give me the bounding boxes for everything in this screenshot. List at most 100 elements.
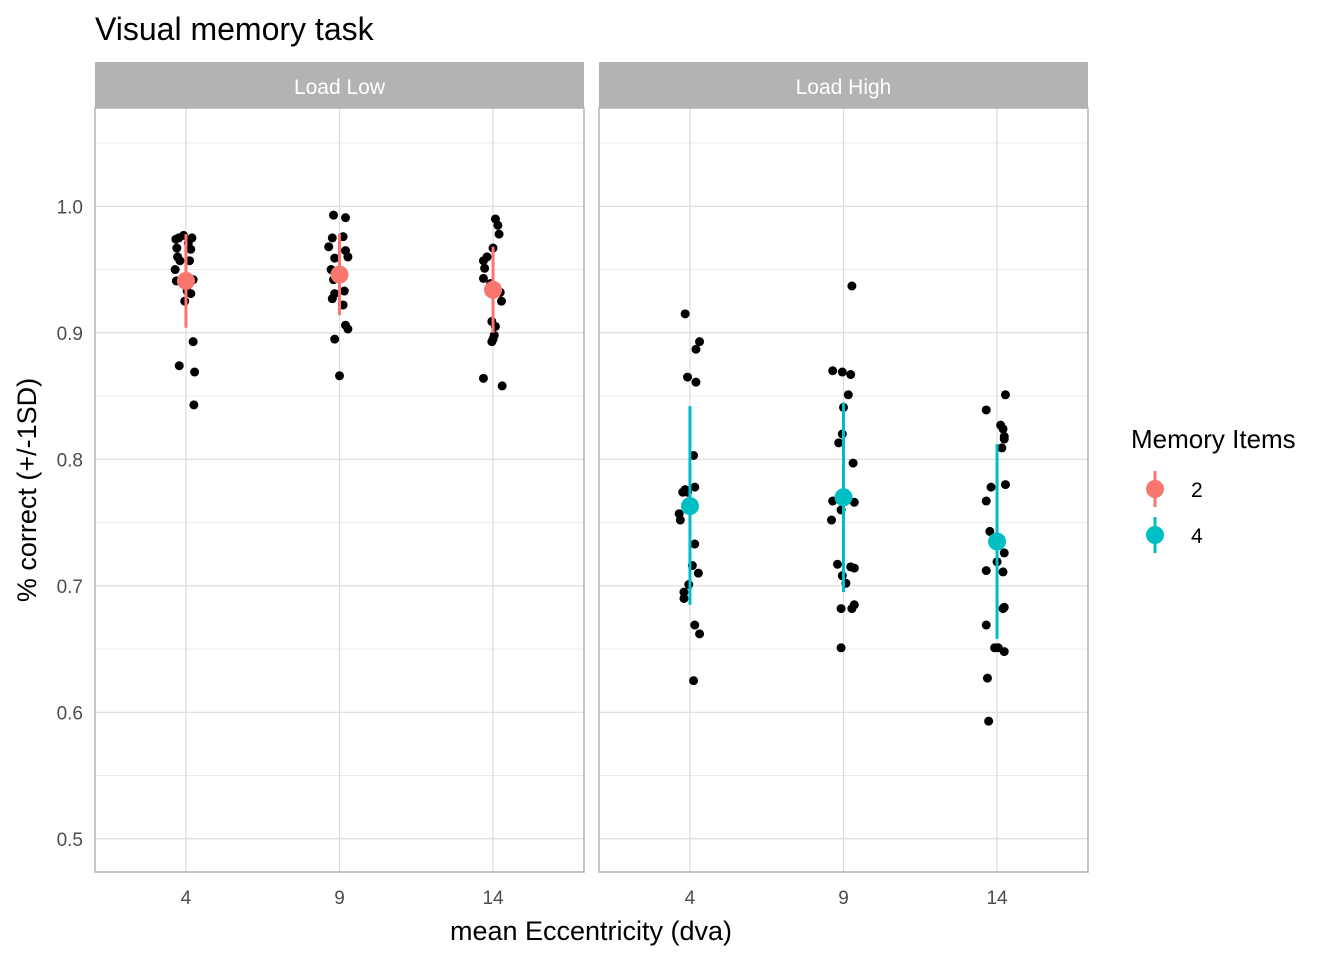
data-point bbox=[999, 647, 1009, 657]
data-point bbox=[998, 604, 1008, 614]
mean-point bbox=[834, 488, 853, 507]
panel-strip-label: Load High bbox=[796, 76, 892, 99]
mean-point bbox=[680, 497, 699, 516]
panel-load-low: Load Low bbox=[94, 62, 585, 873]
data-point bbox=[984, 716, 994, 726]
y-tick-label: 0.6 bbox=[57, 703, 83, 724]
data-point bbox=[496, 296, 506, 306]
data-point bbox=[478, 256, 488, 266]
data-point bbox=[190, 367, 200, 377]
x-tick-label: 9 bbox=[838, 888, 849, 909]
mean-point bbox=[988, 532, 1007, 551]
y-tick-label: 0.7 bbox=[57, 577, 83, 598]
data-point bbox=[683, 372, 693, 382]
data-point bbox=[690, 482, 700, 492]
data-point bbox=[327, 294, 337, 304]
data-point bbox=[324, 242, 334, 252]
data-point bbox=[480, 263, 490, 273]
data-marks bbox=[674, 281, 1010, 726]
data-point bbox=[843, 390, 853, 400]
data-point bbox=[690, 620, 700, 630]
data-point bbox=[341, 213, 350, 223]
data-point bbox=[680, 309, 690, 319]
data-point bbox=[186, 289, 196, 299]
data-point bbox=[837, 367, 847, 377]
legend-item-label: 4 bbox=[1191, 525, 1203, 548]
data-point bbox=[172, 243, 182, 253]
data-point bbox=[981, 496, 991, 506]
mean-point bbox=[484, 280, 503, 299]
data-point bbox=[187, 233, 197, 243]
data-point bbox=[675, 515, 685, 525]
y-tick-label: 1.0 bbox=[57, 197, 83, 218]
mean-point bbox=[176, 271, 195, 290]
data-point bbox=[170, 265, 180, 275]
data-point bbox=[494, 229, 504, 239]
data-point bbox=[689, 676, 699, 686]
data-point bbox=[847, 281, 857, 291]
x-tick-label: 14 bbox=[986, 888, 1008, 909]
data-point bbox=[690, 539, 700, 549]
data-point bbox=[986, 482, 996, 492]
data-point bbox=[849, 563, 859, 573]
data-point bbox=[343, 324, 353, 334]
data-point bbox=[985, 526, 995, 536]
data-point bbox=[998, 424, 1008, 434]
data-point bbox=[982, 673, 992, 683]
data-point bbox=[847, 604, 857, 614]
x-tick-label: 4 bbox=[181, 888, 192, 909]
data-point bbox=[999, 548, 1009, 558]
data-point bbox=[339, 286, 349, 296]
data-point bbox=[836, 604, 846, 614]
data-marks bbox=[170, 210, 507, 410]
data-point bbox=[1000, 390, 1010, 400]
legend-key-point bbox=[1146, 480, 1164, 498]
y-tick-label: 0.9 bbox=[57, 324, 83, 345]
legend-key-point bbox=[1146, 526, 1164, 544]
data-point bbox=[189, 400, 199, 410]
data-point bbox=[836, 643, 846, 653]
legend-item-label: 2 bbox=[1191, 479, 1203, 502]
panel-border bbox=[94, 107, 585, 873]
panel-load-high: Load High bbox=[598, 62, 1089, 873]
data-point bbox=[827, 515, 836, 525]
data-point bbox=[691, 344, 701, 354]
data-point bbox=[497, 381, 507, 391]
data-point bbox=[846, 370, 856, 380]
panel-strip bbox=[95, 62, 584, 108]
chart-title: Visual memory task bbox=[95, 11, 375, 47]
panel-border bbox=[598, 107, 1089, 873]
data-point bbox=[679, 587, 689, 597]
data-point bbox=[999, 434, 1009, 444]
legend: Memory Items 24 bbox=[1131, 424, 1296, 553]
y-tick-label: 0.5 bbox=[57, 830, 83, 851]
data-point bbox=[478, 273, 488, 283]
gridlines bbox=[95, 108, 584, 872]
data-point bbox=[695, 629, 705, 639]
data-point bbox=[488, 334, 498, 344]
data-point bbox=[186, 244, 196, 254]
data-point bbox=[175, 256, 185, 266]
legend-title: Memory Items bbox=[1131, 424, 1296, 454]
x-tick-label: 4 bbox=[685, 888, 696, 909]
panel-strip-label: Load Low bbox=[294, 76, 386, 99]
x-axis-tick-labels: 4 9 14 4 9 14 bbox=[181, 888, 1008, 909]
x-tick-label: 9 bbox=[334, 888, 345, 909]
data-point bbox=[188, 337, 198, 347]
data-point bbox=[848, 458, 858, 468]
data-point bbox=[330, 334, 340, 344]
data-point bbox=[998, 567, 1008, 577]
data-point bbox=[693, 568, 703, 578]
data-point bbox=[828, 366, 838, 376]
data-point bbox=[330, 253, 340, 263]
data-point bbox=[493, 220, 503, 230]
data-point bbox=[1000, 480, 1010, 490]
data-point bbox=[981, 620, 991, 630]
data-point bbox=[327, 233, 337, 243]
legend-items: 24 bbox=[1146, 471, 1203, 553]
x-tick-label: 14 bbox=[482, 888, 504, 909]
data-point bbox=[981, 566, 991, 576]
data-point bbox=[174, 361, 184, 371]
y-axis-label: % correct (+/-1SD) bbox=[12, 378, 42, 602]
